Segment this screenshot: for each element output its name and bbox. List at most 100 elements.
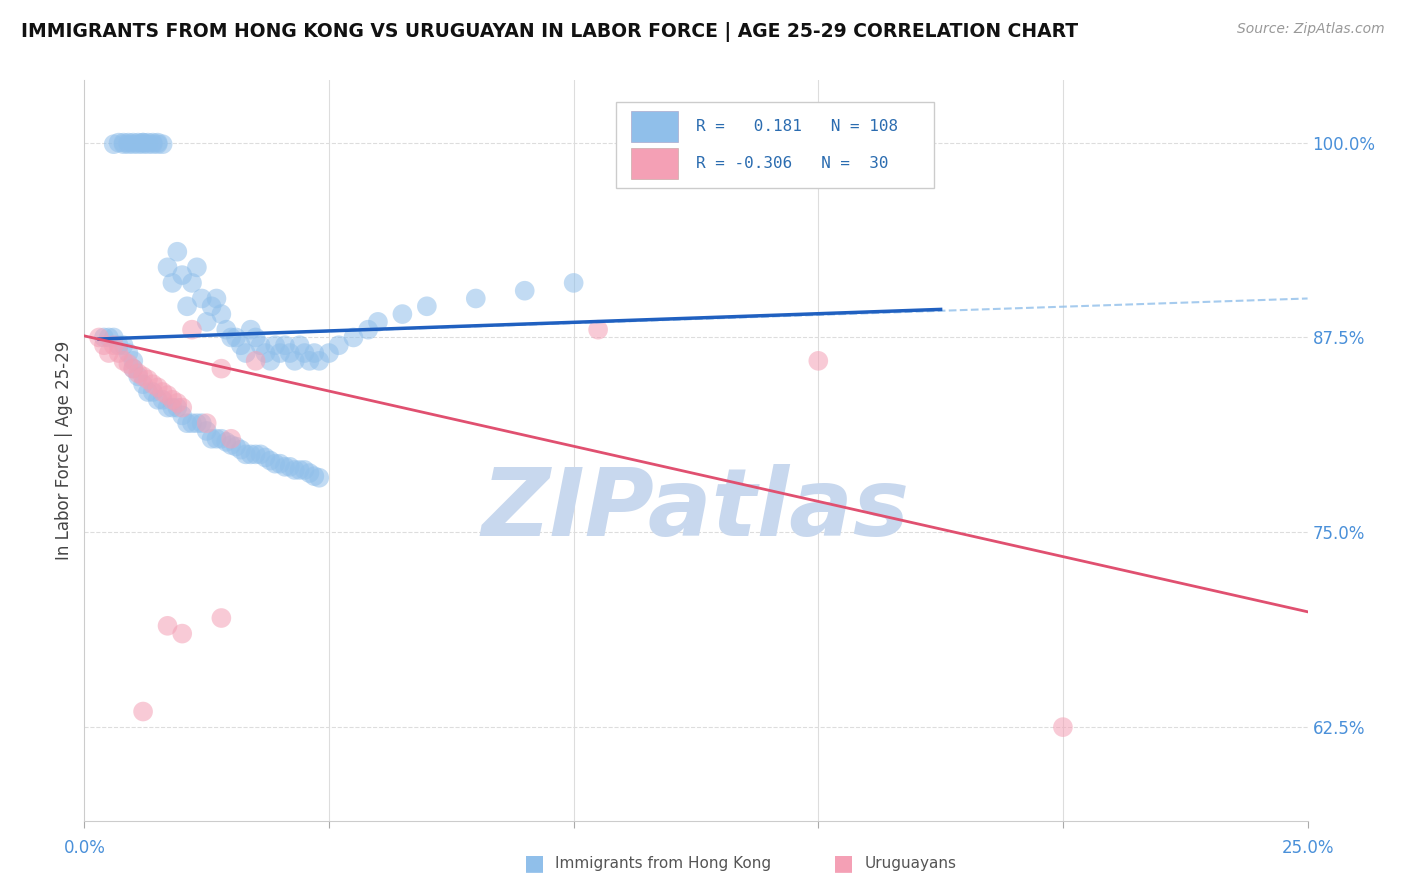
Point [288, 338, 311, 352]
Point [103, 330, 125, 344]
Point [278, 346, 301, 360]
Point [219, 432, 242, 446]
Point [117, 357, 139, 371]
Point [136, 372, 159, 386]
Point [367, 315, 389, 329]
Text: ■: ■ [524, 854, 544, 873]
Point [225, 330, 247, 344]
Point [156, 388, 179, 402]
Point [264, 338, 287, 352]
Point [215, 323, 238, 337]
Point [117, 136, 139, 150]
Point [166, 396, 188, 410]
Point [146, 392, 169, 407]
Point [328, 338, 350, 352]
Point [288, 463, 311, 477]
Text: Immigrants from Hong Kong: Immigrants from Hong Kong [555, 856, 772, 871]
Point [264, 457, 287, 471]
Point [146, 136, 169, 150]
Point [278, 459, 301, 474]
FancyBboxPatch shape [631, 111, 678, 142]
Point [117, 137, 139, 152]
Point [97, 330, 120, 344]
Point [176, 416, 198, 430]
Point [132, 137, 155, 152]
Point [107, 136, 129, 150]
Text: R = -0.306   N =  30: R = -0.306 N = 30 [696, 156, 889, 170]
Point [274, 459, 297, 474]
Point [122, 361, 145, 376]
Point [142, 136, 165, 150]
Text: R =   0.181   N = 108: R = 0.181 N = 108 [696, 119, 898, 134]
Point [122, 354, 145, 368]
Point [308, 471, 330, 485]
Point [172, 401, 194, 415]
Point [112, 354, 135, 368]
Point [304, 469, 326, 483]
Point [284, 354, 307, 368]
Text: 0.0%: 0.0% [63, 839, 105, 857]
Point [464, 292, 486, 306]
Point [103, 338, 125, 352]
Point [294, 346, 316, 360]
Text: ZIPatlas: ZIPatlas [482, 464, 910, 556]
Point [209, 611, 232, 625]
Point [205, 292, 228, 306]
Point [172, 409, 194, 423]
Point [209, 361, 232, 376]
Point [235, 447, 257, 461]
Point [156, 260, 179, 275]
Point [107, 338, 129, 352]
Text: ■: ■ [834, 854, 853, 873]
Point [172, 268, 194, 282]
Point [219, 438, 242, 452]
Point [142, 384, 165, 399]
Point [132, 369, 155, 384]
Point [269, 457, 291, 471]
Point [259, 354, 281, 368]
Point [146, 380, 169, 394]
Point [176, 299, 198, 313]
Point [254, 450, 277, 465]
Point [245, 447, 267, 461]
Point [274, 338, 297, 352]
Point [152, 392, 174, 407]
Point [132, 705, 155, 719]
Point [181, 276, 204, 290]
Point [342, 330, 364, 344]
Point [152, 137, 174, 152]
Point [269, 346, 291, 360]
Point [132, 136, 155, 150]
Point [209, 307, 232, 321]
Point [239, 323, 262, 337]
Point [132, 377, 155, 392]
Point [586, 323, 609, 337]
Point [195, 315, 218, 329]
Point [156, 619, 179, 633]
Point [127, 369, 149, 384]
Point [186, 260, 208, 275]
Point [127, 137, 149, 152]
Point [209, 432, 232, 446]
Point [162, 276, 184, 290]
Point [235, 346, 257, 360]
Point [294, 463, 316, 477]
Point [122, 136, 145, 150]
Point [87, 330, 110, 344]
Point [127, 367, 149, 381]
Point [107, 346, 129, 360]
Point [166, 401, 188, 415]
Point [97, 346, 120, 360]
Point [162, 401, 184, 415]
Point [308, 354, 330, 368]
Text: IMMIGRANTS FROM HONG KONG VS URUGUAYAN IN LABOR FORCE | AGE 25-29 CORRELATION CH: IMMIGRANTS FROM HONG KONG VS URUGUAYAN I… [21, 22, 1078, 42]
Point [191, 416, 214, 430]
Point [132, 136, 155, 150]
Text: Source: ZipAtlas.com: Source: ZipAtlas.com [1237, 22, 1385, 37]
Point [152, 384, 174, 399]
Y-axis label: In Labor Force | Age 25-29: In Labor Force | Age 25-29 [55, 341, 73, 560]
Point [112, 338, 135, 352]
FancyBboxPatch shape [616, 103, 935, 187]
Point [298, 466, 321, 480]
Point [127, 136, 149, 150]
